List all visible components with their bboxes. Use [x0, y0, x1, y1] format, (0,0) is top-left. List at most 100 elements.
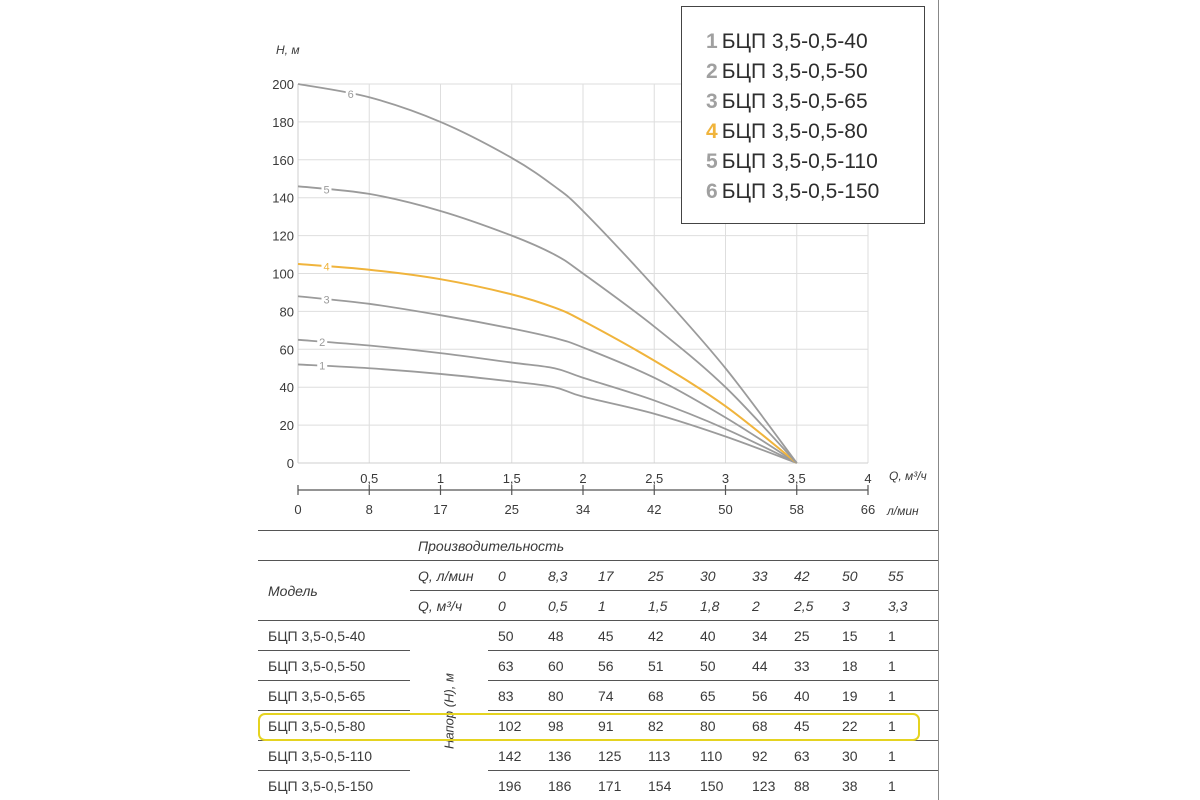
legend-item-6: 6 БЦП 3,5-0,5-150 — [706, 177, 924, 207]
q-lmin-cell: 55 — [878, 560, 938, 591]
head-value-cell: 19 — [832, 680, 878, 711]
head-value-cell: 91 — [588, 710, 638, 741]
legend: 1 БЦП 3,5-0,5-40 2 БЦП 3,5-0,5-50 3 БЦП 3,5-0… — [681, 6, 925, 224]
curve-series-3 — [297, 295, 798, 464]
head-value-cell: 80 — [690, 710, 742, 741]
table-group-header-row: Производительность — [258, 530, 938, 561]
legend-model-name: БЦП 3,5-0,5-150 — [721, 180, 880, 203]
head-value-cell: 51 — [638, 650, 690, 681]
head-value-cell: 18 — [832, 650, 878, 681]
x2-tick-label: 42 — [647, 502, 661, 517]
y-tick-label: 180 — [272, 115, 294, 130]
x-tick-label: 2,5 — [645, 471, 663, 486]
head-value-cell: 123 — [742, 770, 784, 800]
curves: 1 2 3 4 5 6 — [297, 83, 798, 464]
curve-label-bg — [321, 182, 332, 196]
head-value-cell: 83 — [488, 680, 538, 711]
head-value-cell: 1 — [878, 740, 938, 771]
model-name-cell: БЦП 3,5-0,5-50 — [258, 650, 410, 681]
curve-label-bg — [317, 358, 328, 372]
x-tick-label: 1,5 — [503, 471, 521, 486]
legend-number: 2 — [706, 60, 718, 83]
x-tick-label: 3,5 — [788, 471, 806, 486]
legend-item-1: 1 БЦП 3,5-0,5-40 — [706, 27, 924, 57]
head-value-cell: 92 — [742, 740, 784, 771]
head-value-cell: 33 — [784, 650, 832, 681]
head-value-cell: 1 — [878, 710, 938, 741]
head-value-cell: 42 — [638, 620, 690, 651]
head-value-cell: 48 — [538, 620, 588, 651]
legend-number: 5 — [706, 150, 718, 173]
curve-series-5 — [297, 185, 798, 464]
x-tick-label: 0,5 — [360, 471, 378, 486]
curve-label-6: 6 — [348, 89, 354, 101]
head-value-cell: 56 — [742, 680, 784, 711]
head-value-cell: 15 — [832, 620, 878, 651]
model-name-cell: БЦП 3,5-0,5-80 — [258, 710, 410, 741]
legend-item-5: 5 БЦП 3,5-0,5-110 — [706, 147, 924, 177]
head-value-cell: 98 — [538, 710, 588, 741]
curve-label-bg — [317, 334, 328, 348]
legend-number: 3 — [706, 90, 718, 113]
x-axis-label: Q, м³/ч — [889, 469, 927, 483]
y-tick-label: 20 — [280, 418, 294, 433]
curve-label-1: 1 — [319, 361, 325, 373]
q-lmin-cell: 25 — [638, 560, 690, 591]
head-value-cell: 25 — [784, 620, 832, 651]
head-value-cell: 63 — [784, 740, 832, 771]
head-value-cell: 186 — [538, 770, 588, 800]
x2-axis-label: л/мин — [886, 504, 919, 518]
curve-label-bg — [345, 86, 356, 100]
performance-table-wrap: Производительность Модель Q, л/мин 0 8,3 1… — [258, 530, 938, 800]
head-value-cell: 30 — [832, 740, 878, 771]
curve-series-1 — [297, 363, 798, 464]
q-m3h-cell: 0 — [488, 590, 538, 621]
head-value-cell: 154 — [638, 770, 690, 800]
legend-item-4: 4 БЦП 3,5-0,5-80 — [706, 117, 924, 147]
y-tick-label: 60 — [280, 342, 294, 357]
legend-model-name: БЦП 3,5-0,5-110 — [721, 150, 878, 173]
y-tick-label: 140 — [272, 191, 294, 206]
y-tick-label: 160 — [272, 153, 294, 168]
head-value-cell: 68 — [742, 710, 784, 741]
head-value-cell: 110 — [690, 740, 742, 771]
q-m3h-cell: 0,5 — [538, 590, 588, 621]
head-value-cell: 40 — [690, 620, 742, 651]
model-header: Модель — [258, 560, 410, 621]
performance-table: Производительность Модель Q, л/мин 0 8,3 1… — [258, 530, 938, 800]
head-value-cell: 82 — [638, 710, 690, 741]
curve-series-6 — [297, 83, 798, 464]
head-value-cell: 68 — [638, 680, 690, 711]
group-header: Производительность — [410, 530, 938, 561]
head-value-cell: 125 — [588, 740, 638, 771]
legend-number: 1 — [706, 30, 718, 53]
head-value-cell: 38 — [832, 770, 878, 800]
head-value-cell: 142 — [488, 740, 538, 771]
y-tick-label: 80 — [280, 304, 294, 319]
table-row: БЦП 3,5-0,5-150 196 186 171 154 150 123 88 38 1 — [258, 770, 938, 800]
head-value-cell: 45 — [588, 620, 638, 651]
head-value-cell: 1 — [878, 680, 938, 711]
q-lmin-cell: 33 — [742, 560, 784, 591]
head-value-cell: 50 — [690, 650, 742, 681]
x2-tick-label: 58 — [790, 502, 804, 517]
x2-tick-label: 66 — [861, 502, 875, 517]
q-m3h-cell: 1,5 — [638, 590, 690, 621]
table-row: БЦП 3,5-0,5-50 63 60 56 51 50 44 33 18 1 — [258, 650, 938, 681]
table-q-lmin-row: Модель Q, л/мин 0 8,3 17 25 30 33 42 50 55 — [258, 560, 938, 621]
head-value-cell: 171 — [588, 770, 638, 800]
legend-number: 6 — [706, 180, 718, 203]
q-lmin-cell: 8,3 — [538, 560, 588, 591]
head-value-cell: 150 — [690, 770, 742, 800]
head-value-cell: 74 — [588, 680, 638, 711]
q-m3h-cell: 3,3 — [878, 590, 938, 621]
x-tick-label: 2 — [579, 471, 586, 486]
x2-tick-label: 17 — [433, 502, 447, 517]
head-value-cell: 50 — [488, 620, 538, 651]
table-row: БЦП 3,5-0,5-110 142 136 125 113 110 92 63 30 1 — [258, 740, 938, 771]
q-m3h-cell: 3 — [832, 590, 878, 621]
legend-model-name: БЦП 3,5-0,5-65 — [721, 90, 868, 113]
q-lmin-cell: 50 — [832, 560, 878, 591]
x2-tick-label: 25 — [505, 502, 519, 517]
curve-label-5: 5 — [323, 184, 329, 196]
